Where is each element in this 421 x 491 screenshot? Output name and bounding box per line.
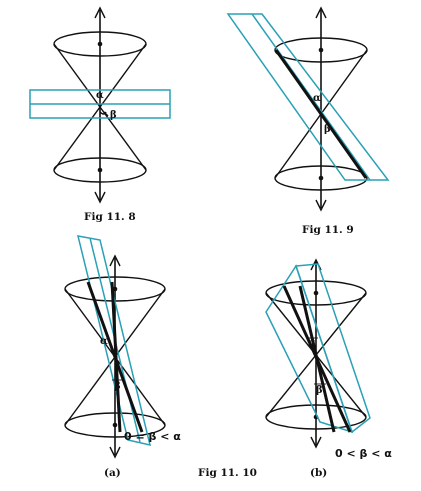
cutting-plane-tilted [265,263,371,434]
alpha-label: α [96,90,104,101]
fig-11-10b: α β 0 < β < α (b) [265,258,392,479]
caption-fig-11-9: Fig 11. 9 [302,224,354,236]
beta-label: β [324,124,331,135]
fig-11-8: α β Fig 11. 8 [29,6,171,223]
fig-11-10a: α β 0 = β < α (a) [64,235,181,479]
caption-fig-11-8: Fig 11. 8 [84,211,136,223]
alpha-label: α [313,93,321,104]
cutting-plane-slanted [226,13,390,181]
beta-label: β [114,381,121,392]
condition-b: 0 < β < α [335,447,392,460]
beta-label: β [316,385,323,396]
beta-label: β [110,110,117,121]
fig-11-9: α β Fig 11. 9 [226,6,390,236]
condition-a: 0 = β < α [124,430,181,443]
generator-line [274,49,368,179]
caption-fig-11-10: Fig 11. 10 [198,467,257,479]
alpha-label: α [308,338,316,349]
double-cone [53,6,147,204]
cutting-plane-horizontal [29,89,171,119]
alpha-label: α [100,336,108,347]
sub-label-b: (b) [310,467,327,479]
sub-label-a: (a) [104,467,121,479]
